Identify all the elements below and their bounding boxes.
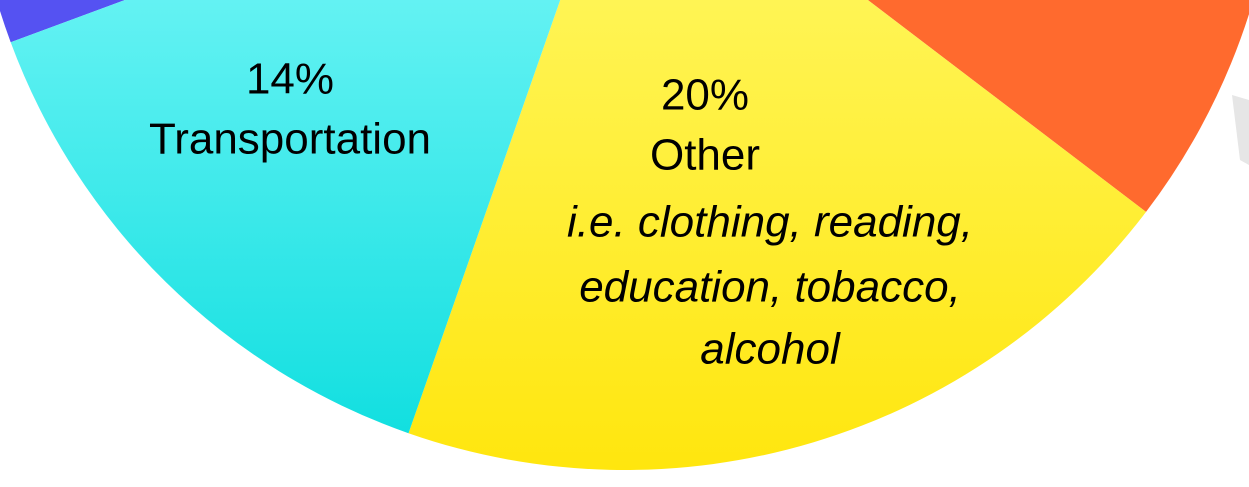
value-label: 14% xyxy=(246,55,334,104)
shadow xyxy=(1232,95,1249,165)
pie-slice-neighbour xyxy=(0,0,125,43)
annotation: alcohol xyxy=(700,325,841,374)
pie-slice xyxy=(10,0,561,434)
category-label: Transportation xyxy=(149,115,431,164)
pie-slice-neighbour xyxy=(867,0,1249,212)
value-label: 20% xyxy=(661,71,749,120)
category-label: Other xyxy=(650,131,760,180)
annotation: education, tobacco, xyxy=(579,263,961,312)
pie-slice xyxy=(408,0,1147,470)
annotation: i.e. clothing, reading, xyxy=(567,198,973,247)
